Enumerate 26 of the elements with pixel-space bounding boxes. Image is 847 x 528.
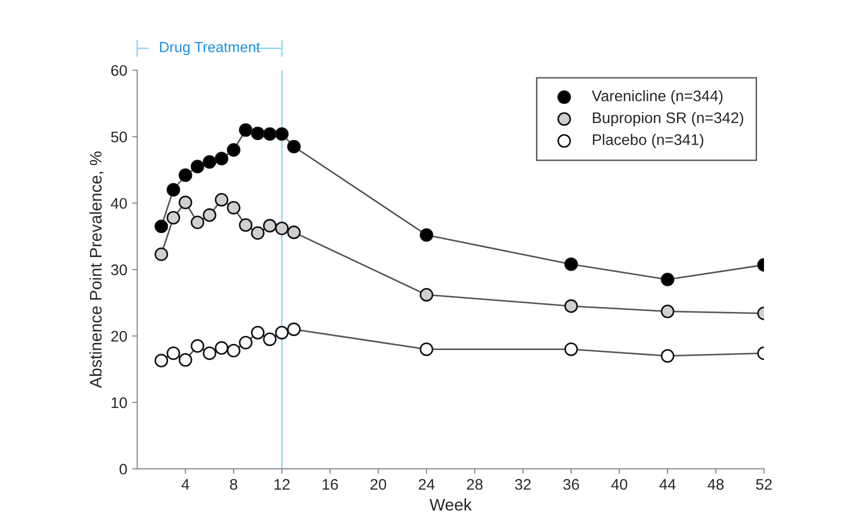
legend-label: Bupropion SR (n=342): [592, 112, 744, 126]
x-tick-label: 24: [418, 478, 435, 490]
x-tick-label: 32: [515, 478, 531, 490]
x-tick-label: 16: [322, 478, 338, 490]
legend-label: Varenicline (n=344): [592, 90, 723, 104]
x-tick-label: 48: [708, 478, 724, 490]
y-tick-label: 60: [111, 65, 127, 76]
y-tick-label: 50: [111, 132, 127, 142]
x-tick-label: 52: [756, 478, 772, 490]
y-axis-title: Abstinence Point Prevalence, %: [89, 152, 104, 388]
y-tick-label: 0: [120, 464, 127, 475]
y-tick-label: 20: [111, 330, 127, 342]
x-tick-label: 12: [274, 478, 290, 490]
x-axis-title: Week: [430, 498, 472, 511]
y-tick-label: 10: [112, 397, 127, 408]
x-tick-label: 36: [563, 478, 579, 490]
x-tick-label: 8: [230, 478, 238, 490]
x-tick-label: 20: [370, 478, 386, 490]
x-tick-label: 40: [611, 478, 628, 490]
x-tick-label: 4: [182, 479, 190, 490]
y-tick-label: 30: [111, 264, 127, 276]
x-tick-label: 44: [659, 479, 676, 490]
legend-label: Drug Treatment: [160, 42, 260, 56]
x-tick-label: 28: [466, 478, 483, 490]
legend-label: Placebo (n=341): [592, 134, 704, 148]
y-tick-label: 40: [110, 198, 127, 209]
